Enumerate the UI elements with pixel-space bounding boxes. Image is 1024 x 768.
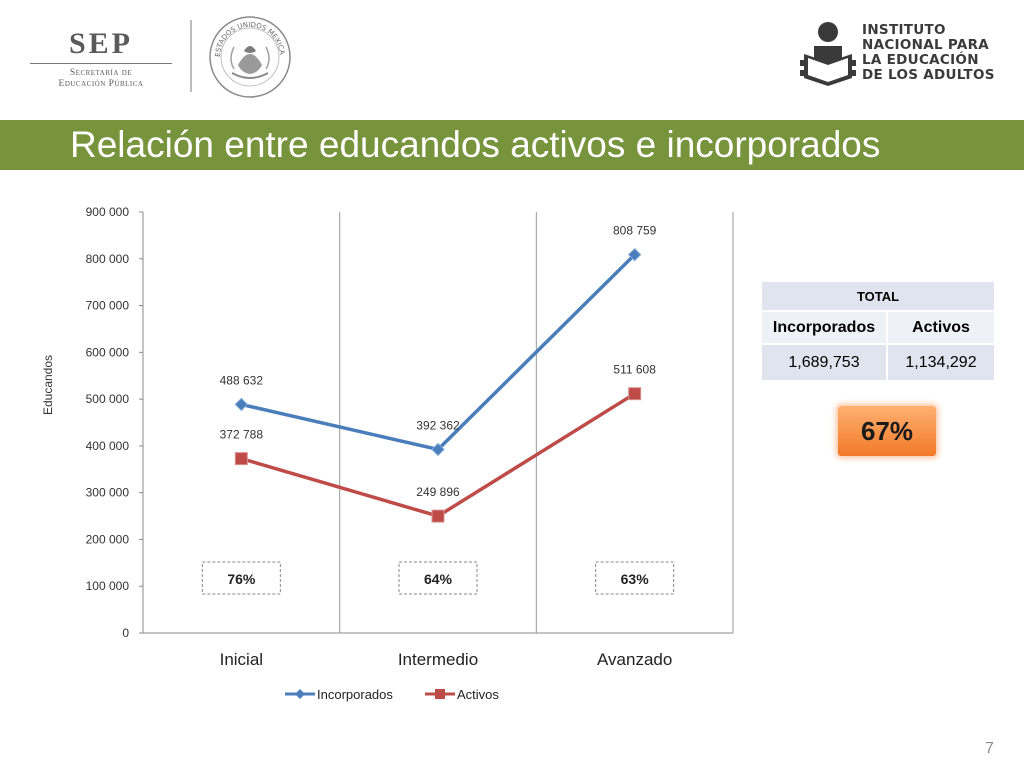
chart-y-tick-label: 500 000 — [86, 392, 130, 406]
total-ratio-badge: 67% — [838, 406, 936, 456]
chart-y-tick-label: 400 000 — [86, 439, 130, 453]
chart-legend-marker — [295, 689, 305, 699]
sep-logo-line2: Educación Pública — [58, 79, 144, 89]
chart-y-tick-label: 100 000 — [86, 579, 130, 593]
line-chart: 0 100 000 200 000 300 000 400 000 500 000 600 … — [41, 205, 734, 702]
total-col-incorporados: Incorporados — [760, 310, 888, 345]
chart-point — [431, 442, 445, 457]
chart-data-label: 249 896 — [416, 485, 460, 499]
inea-logo-text: INSTITUTO NACIONAL PARA LA EDUCACIÓN DE … — [862, 23, 995, 83]
total-col-activos: Activos — [886, 310, 996, 345]
inea-line-4: DE LOS ADULTOS — [862, 67, 995, 83]
inea-line-3: LA EDUCACIÓN — [862, 52, 979, 68]
inea-line-1: INSTITUTO — [862, 22, 946, 38]
total-table: TOTAL Incorporados Activos 1,689,753 1,1… — [760, 280, 996, 382]
chart-point — [234, 452, 248, 466]
slide-title: Relación entre educandos activos e incor… — [70, 124, 881, 165]
chart-y-ticks: 0 100 000 200 000 300 000 400 000 500 000 600 … — [86, 205, 143, 640]
chart-ratio-box — [595, 561, 675, 595]
chart-legend-label: Activos — [457, 687, 499, 702]
chart-ratio-label: 76% — [227, 571, 256, 587]
chart-series: 488 632 392 362 808 759 372 788 249 896 511 6… — [220, 224, 657, 523]
sep-logo-line1: Secretaría de — [69, 68, 133, 78]
chart-axes — [142, 212, 734, 634]
chart-ratio-box — [398, 561, 478, 595]
chart-data-label: 372 788 — [220, 428, 264, 442]
chart-point — [431, 509, 445, 523]
inea-line-2: NACIONAL PARA — [862, 37, 990, 53]
chart-legend-marker — [435, 689, 445, 699]
national-seal-icon: ESTADOS UNIDOS MEXICANOS — [208, 15, 291, 98]
total-value-incorporados: 1,689,753 — [760, 343, 888, 382]
chart-data-label: 392 362 — [416, 418, 460, 432]
chart-point — [627, 247, 642, 262]
page-number: 7 — [985, 740, 994, 757]
chart-ratio-label: 64% — [424, 571, 453, 587]
chart-legend: Incorporados Activos — [285, 687, 499, 702]
chart-y-tick-label: 0 — [122, 626, 129, 640]
chart-x-tick-label: Inicial — [220, 650, 263, 669]
reading-person-icon — [800, 22, 856, 86]
chart-x-tick-label: Avanzado — [597, 650, 672, 669]
chart-point — [628, 387, 642, 401]
chart-legend-label: Incorporados — [317, 687, 393, 702]
chart-y-tick-label: 300 000 — [86, 486, 130, 500]
total-table-header: TOTAL — [760, 280, 996, 312]
chart-y-tick-label: 700 000 — [86, 299, 130, 313]
chart-x-categories: Inicial Intermedio Avanzado — [220, 650, 673, 669]
chart-data-label: 808 759 — [613, 224, 657, 238]
chart-ratio-label: 63% — [621, 571, 650, 587]
chart-y-tick-label: 900 000 — [86, 205, 130, 219]
chart-point — [234, 397, 249, 412]
sep-logo: SEP Secretaría de Educación Pública — [26, 28, 176, 98]
sep-logo-word: SEP — [68, 27, 134, 60]
title-bar — [0, 120, 1024, 170]
chart-x-tick-label: Intermedio — [398, 650, 478, 669]
chart-y-axis-label: Educandos — [41, 355, 55, 415]
logo-divider — [190, 20, 192, 92]
chart-y-tick-label: 200 000 — [86, 532, 130, 546]
chart-ratio-box — [201, 561, 281, 595]
total-value-activos: 1,134,292 — [886, 343, 996, 382]
inea-logo: INSTITUTO NACIONAL PARA LA EDUCACIÓN DE … — [800, 20, 1000, 90]
chart-data-label: 488 632 — [220, 373, 264, 387]
sep-logo-rule — [30, 63, 172, 64]
chart-data-label: 511 608 — [613, 363, 656, 377]
chart-y-tick-label: 600 000 — [86, 345, 130, 359]
chart-annotations: 76% 64% 63% — [201, 561, 675, 595]
chart-y-tick-label: 800 000 — [86, 252, 130, 266]
header-logos: SEP Secretaría de Educación Pública ESTA… — [0, 0, 1024, 115]
